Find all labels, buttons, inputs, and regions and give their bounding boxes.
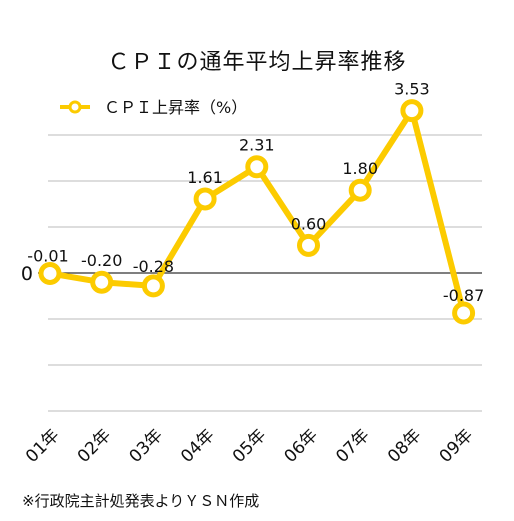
data-label: -0.28 (133, 257, 174, 276)
y-tick-label: 0 (21, 263, 33, 285)
data-label: 1.80 (342, 159, 378, 178)
legend-marker (68, 100, 82, 114)
data-point (141, 274, 165, 298)
grid-layer (48, 134, 482, 412)
x-tick-label: 02年 (74, 425, 115, 466)
x-tick-label: 08年 (384, 425, 425, 466)
x-tick-label: 05年 (229, 425, 270, 466)
x-tick-labels: 01年 02年 03年 04年 05年 06年 07年 08年 09年 (22, 425, 477, 466)
data-point (452, 301, 476, 325)
data-point (38, 261, 62, 285)
chart-title: ＣＰＩの通年平均上昇率推移 (107, 50, 407, 75)
data-point (245, 155, 269, 179)
data-label: 3.53 (394, 80, 430, 99)
x-tick-label: 01年 (22, 425, 63, 466)
data-point (348, 178, 372, 202)
data-label: 1.61 (187, 168, 223, 187)
axis-layer: 0 (21, 263, 482, 285)
data-label: -0.87 (443, 286, 484, 305)
data-point (90, 270, 114, 294)
legend: ＣＰＩ上昇率（%） (60, 98, 247, 117)
legend-label: ＣＰＩ上昇率（%） (104, 98, 247, 117)
data-label: -0.01 (27, 246, 68, 265)
source-footnote: ※行政院主計処発表よりＹＳＮ作成 (22, 492, 260, 510)
x-tick-label: 07年 (332, 425, 373, 466)
data-label: -0.20 (81, 251, 122, 270)
data-point (297, 233, 320, 257)
data-label: 2.31 (239, 136, 275, 155)
data-point (400, 99, 424, 123)
x-tick-label: 09年 (436, 425, 477, 466)
x-tick-label: 06年 (281, 425, 322, 466)
x-tick-label: 04年 (177, 425, 218, 466)
data-point (193, 187, 217, 211)
series-layer (38, 99, 476, 325)
data-label-layer: -0.01 -0.20 -0.28 1.61 2.31 0.60 1.80 3.53 -0.87 (27, 80, 484, 305)
x-tick-label: 03年 (125, 425, 166, 466)
data-label: 0.60 (291, 214, 327, 233)
